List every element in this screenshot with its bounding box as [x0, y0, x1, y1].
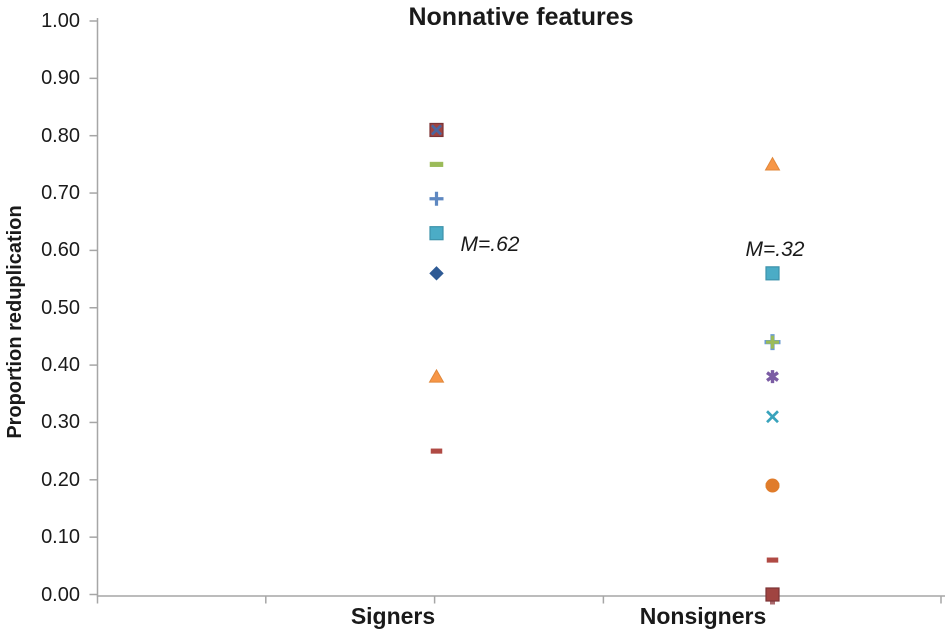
y-tick-label: 0.00 [41, 583, 80, 606]
marker-plus [766, 335, 779, 349]
marker-square [765, 587, 780, 602]
marker-x [430, 124, 443, 136]
marker-dash [429, 161, 444, 167]
marker-dash [766, 557, 779, 563]
marker-triangle [764, 156, 781, 171]
marker-plus [429, 191, 444, 206]
y-tick-label: 0.80 [41, 124, 80, 147]
x-category-label-nonsigners: Nonsigners [639, 603, 767, 629]
mean-annotation-signers: M=.62 [460, 233, 520, 256]
y-tick-label: 0.90 [41, 67, 80, 90]
marker-diamond [429, 266, 444, 281]
y-tick-label: 0.60 [41, 239, 80, 262]
y-tick-label: 0.50 [41, 296, 80, 319]
marker-x [766, 410, 779, 424]
y-tick-label: 0.20 [41, 468, 80, 491]
y-tick-label: 0.40 [41, 354, 80, 377]
y-tick-label: 0.30 [41, 411, 80, 434]
x-category-label-signers: Signers [350, 603, 436, 629]
y-tick-label: 0.70 [41, 182, 80, 205]
chart-title: Nonnative features [408, 3, 634, 31]
marker-asterisk [766, 370, 779, 384]
y-tick-label: 0.10 [41, 526, 80, 549]
y-tick-label: 1.00 [41, 10, 80, 32]
marker-square [429, 226, 444, 241]
marker-square [765, 266, 780, 281]
marker-triangle [428, 368, 445, 383]
marker-dash [430, 448, 443, 454]
marker-circle [765, 478, 780, 493]
mean-annotation-nonsigners: M=.32 [745, 238, 805, 261]
